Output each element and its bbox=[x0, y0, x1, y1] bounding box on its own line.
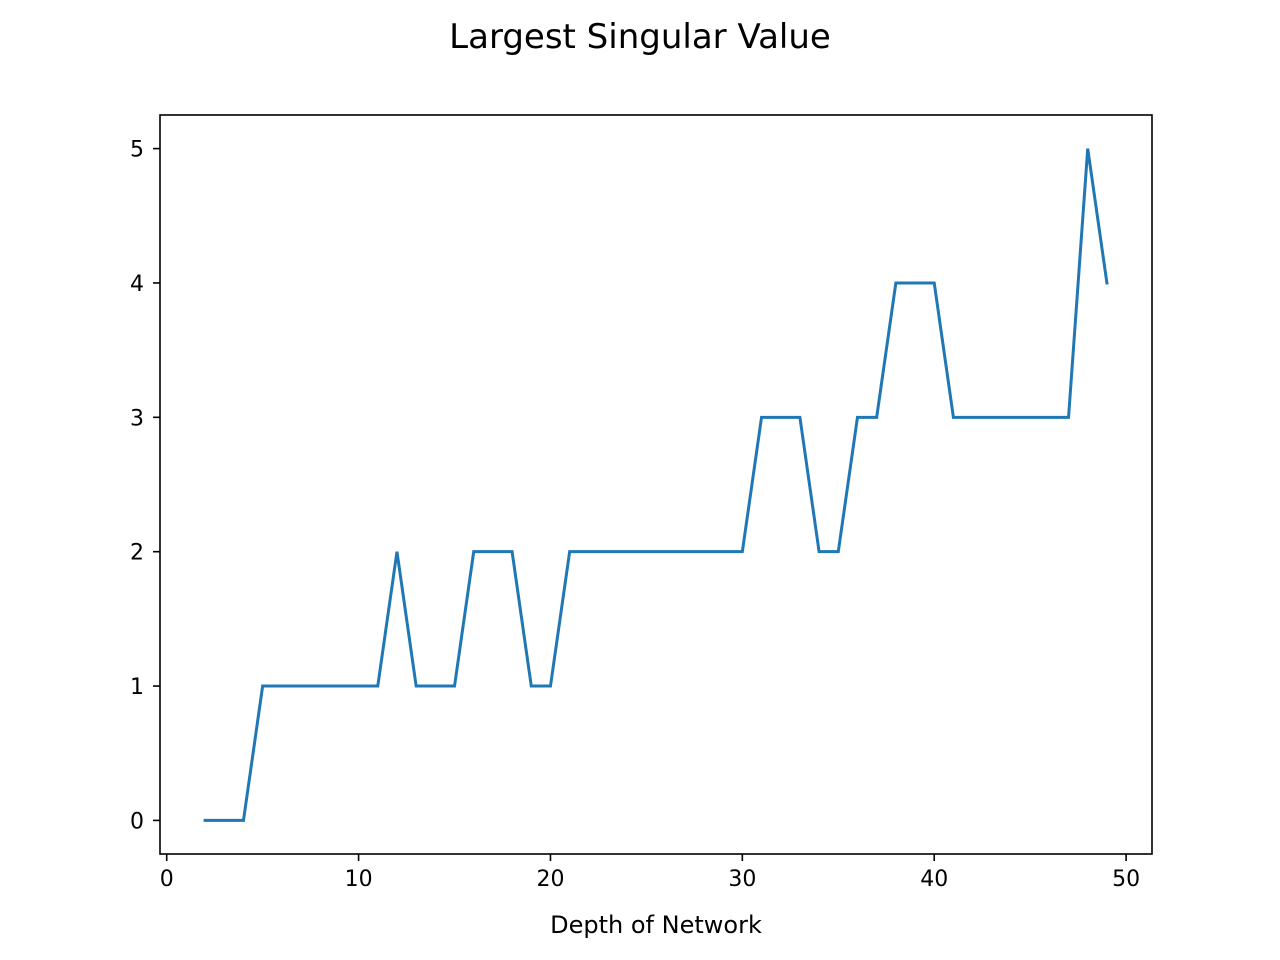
x-axis-label: Depth of Network bbox=[550, 911, 762, 939]
plot-area bbox=[203, 148, 1109, 822]
series-line-0 bbox=[203, 148, 1109, 822]
y-tick-label: 1 bbox=[130, 675, 144, 700]
y-tick-label: 5 bbox=[130, 138, 144, 163]
y-tick-label: 4 bbox=[130, 272, 144, 297]
chart-title: Largest Singular Value bbox=[449, 17, 831, 57]
x-tick-label: 30 bbox=[728, 867, 756, 892]
y-axis: 0 1 2 3 4 5 bbox=[130, 138, 160, 834]
x-tick-label: 20 bbox=[536, 867, 564, 892]
x-tick-label: 0 bbox=[160, 867, 174, 892]
y-tick-label: 3 bbox=[130, 406, 144, 431]
x-axis: 0 10 20 30 40 50 bbox=[160, 854, 1140, 892]
x-tick-label: 10 bbox=[345, 867, 373, 892]
x-tick-label: 40 bbox=[920, 867, 948, 892]
y-tick-label: 2 bbox=[130, 541, 144, 566]
axes-frame bbox=[159, 114, 1153, 855]
x-tick-label: 50 bbox=[1112, 867, 1140, 892]
y-tick-label: 0 bbox=[130, 809, 144, 834]
